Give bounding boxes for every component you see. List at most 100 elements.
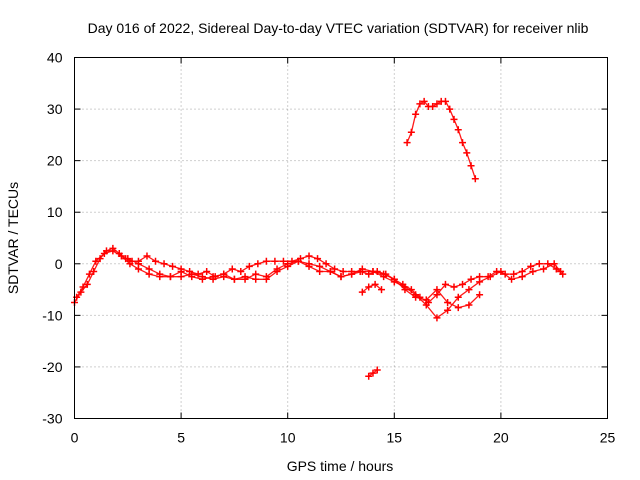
data-point: [407, 128, 415, 136]
data-point: [305, 262, 313, 270]
x-tick-label: 0: [71, 430, 79, 446]
plot-frame: [74, 57, 608, 419]
data-point: [156, 270, 164, 278]
data-point: [444, 306, 452, 314]
x-tick-label: 5: [177, 430, 185, 446]
data-point: [371, 280, 379, 288]
data-point: [518, 273, 526, 281]
data-point: [160, 260, 168, 268]
data-point: [331, 265, 339, 273]
y-tick-label: 0: [55, 256, 63, 272]
data-point: [471, 175, 479, 183]
data-point: [476, 278, 484, 286]
data-point: [271, 257, 279, 265]
axis-ticks: 0 5 10 15 20 25 -30 -20 -10 0 10 20 30 40: [42, 50, 615, 446]
data-point: [209, 273, 217, 281]
data-point: [85, 270, 93, 278]
data-point: [465, 286, 473, 294]
data-point: [152, 257, 160, 265]
data-point: [198, 275, 206, 283]
data-point: [228, 265, 236, 273]
data-point: [262, 257, 270, 265]
y-tick-label: 10: [47, 204, 63, 220]
data-point: [294, 257, 302, 265]
x-tick-label: 15: [387, 430, 403, 446]
x-axis-label: GPS time / hours: [287, 458, 394, 474]
data-point: [510, 270, 518, 278]
data-point: [441, 280, 449, 288]
data-point: [465, 301, 473, 309]
series-group: [71, 97, 567, 380]
data-point: [454, 126, 462, 134]
data-point: [527, 262, 535, 270]
y-tick-label: -10: [42, 307, 62, 323]
data-point: [486, 273, 494, 281]
data-point: [188, 273, 196, 281]
data-point: [305, 252, 313, 260]
y-tick-label: 20: [47, 153, 63, 169]
data-point: [109, 247, 117, 255]
series-trace: [406, 100, 476, 180]
series-track-e: [403, 97, 479, 183]
data-point: [365, 372, 373, 380]
data-point: [177, 268, 185, 276]
data-point: [143, 252, 151, 260]
data-point: [557, 268, 565, 276]
data-point: [433, 100, 441, 108]
series-track-d: [358, 280, 386, 296]
data-point: [429, 102, 437, 110]
data-point: [369, 369, 377, 377]
data-point: [339, 268, 347, 276]
data-point: [284, 260, 292, 268]
data-point: [358, 288, 366, 296]
data-point: [348, 270, 356, 278]
data-point: [540, 265, 548, 273]
data-point: [497, 268, 505, 276]
data-point: [100, 249, 108, 257]
data-point: [459, 280, 467, 288]
data-point: [134, 260, 142, 268]
data-point: [279, 257, 287, 265]
y-tick-label: 40: [47, 50, 63, 66]
data-point: [476, 291, 484, 299]
data-point: [508, 275, 516, 283]
data-point: [454, 304, 462, 312]
data-point: [373, 366, 381, 374]
data-point: [420, 97, 428, 105]
data-point: [252, 270, 260, 278]
series-track-c: [124, 255, 484, 312]
data-point: [454, 293, 462, 301]
data-point: [126, 260, 134, 268]
data-point: [467, 275, 475, 283]
data-point: [369, 268, 377, 276]
data-point: [433, 314, 441, 322]
x-tick-label: 25: [600, 430, 616, 446]
data-point: [237, 268, 245, 276]
data-point: [433, 286, 441, 294]
data-point: [194, 270, 202, 278]
series-trace: [361, 283, 383, 293]
grid: [74, 57, 608, 419]
data-point: [337, 273, 345, 281]
data-point: [117, 252, 125, 260]
chart-title: Day 016 of 2022, Sidereal Day-to-day VTE…: [88, 20, 589, 36]
data-point: [380, 270, 388, 278]
data-point: [535, 260, 543, 268]
data-point: [463, 149, 471, 157]
y-axis-label: SDTVAR / TECUs: [5, 182, 21, 294]
x-tick-label: 20: [493, 430, 509, 446]
data-point: [230, 275, 238, 283]
data-point: [544, 260, 552, 268]
data-point: [254, 260, 262, 268]
series-trace: [127, 257, 481, 309]
data-point: [467, 162, 475, 170]
data-point: [416, 100, 424, 108]
data-point: [390, 275, 398, 283]
data-point: [446, 105, 454, 113]
data-point: [444, 298, 452, 306]
data-point: [241, 275, 249, 283]
data-point: [378, 286, 386, 294]
data-point: [145, 265, 153, 273]
series-trace: [75, 250, 562, 319]
